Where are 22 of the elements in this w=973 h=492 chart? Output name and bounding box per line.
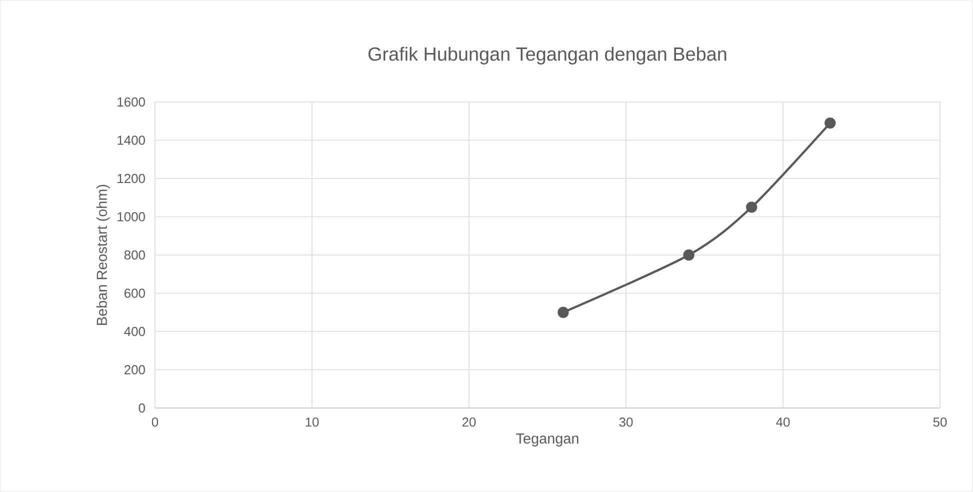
x-tick-label: 30 (619, 418, 633, 427)
x-tick-label: 20 (462, 418, 476, 427)
y-tick-label: 1400 (118, 136, 145, 145)
y-tick-label: 600 (124, 288, 145, 298)
point (746, 202, 758, 213)
y-tick-label: 800 (124, 250, 145, 260)
y-tick-label: 200 (124, 365, 145, 374)
point (558, 306, 569, 318)
x-axis-title: Tegangan (516, 434, 578, 446)
point (683, 249, 694, 261)
y-axis-title: Beban Reostart (ohm) (96, 184, 110, 325)
y-tick-label: 1200 (118, 174, 145, 184)
x-tick-label: 40 (776, 418, 790, 427)
x-tick-label: 0 (152, 418, 158, 427)
y-tick-label: 1600 (118, 97, 145, 107)
y-tick-label: 400 (124, 326, 145, 336)
point (824, 117, 836, 129)
chart-title: Grafik Hubungan Tegangan dengan Beban (368, 46, 726, 64)
x-tick-label: 50 (933, 418, 947, 427)
y-tick-label: 1000 (118, 212, 145, 222)
x-tick-label: 10 (306, 418, 319, 427)
y-tick-label: 0 (138, 403, 145, 413)
